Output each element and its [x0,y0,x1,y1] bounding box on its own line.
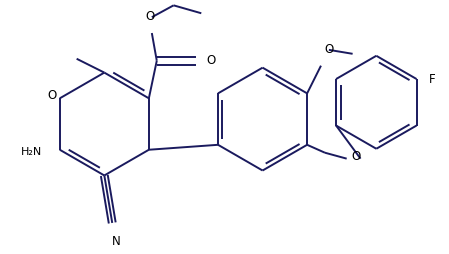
Text: H₂N: H₂N [21,147,42,157]
Text: O: O [324,43,333,56]
Text: F: F [428,73,435,86]
Text: O: O [206,54,216,67]
Text: O: O [47,89,57,102]
Text: N: N [112,235,121,248]
Text: O: O [352,150,361,163]
Text: O: O [145,10,154,23]
